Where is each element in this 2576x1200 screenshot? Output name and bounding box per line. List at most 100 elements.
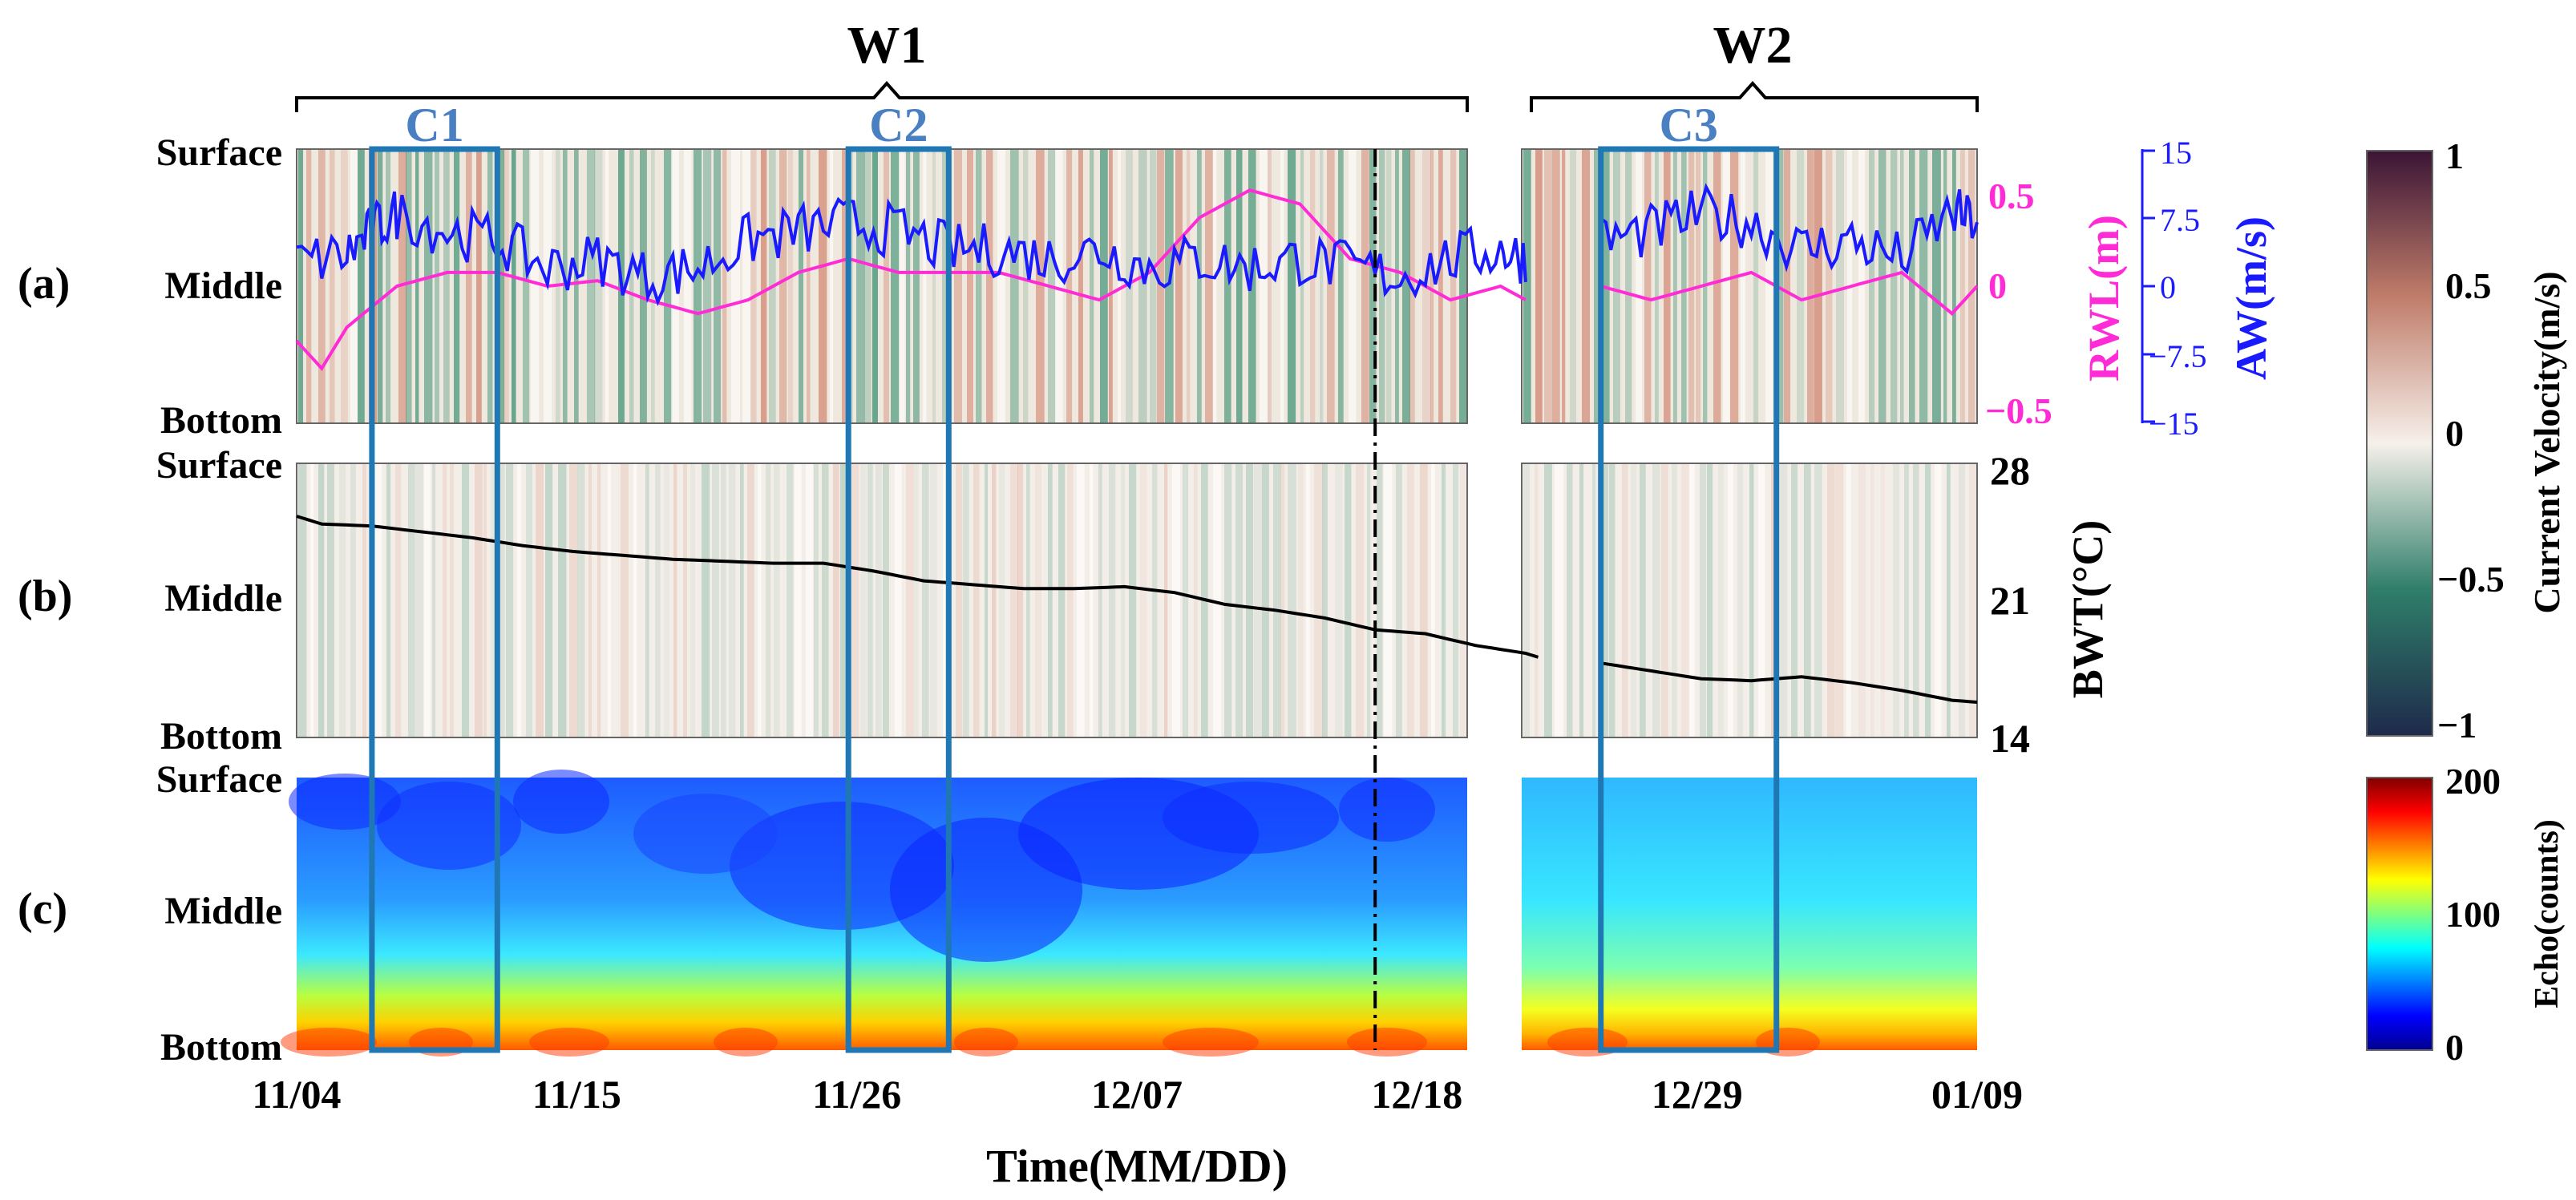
panel-c-label: (c) — [18, 884, 67, 934]
stripes-b-stripe-20 — [498, 464, 505, 737]
stripes-a-stripe-135 — [1688, 150, 1695, 422]
stripes-b-stripe-134 — [1681, 464, 1689, 737]
stripes-a-stripe-34 — [640, 150, 647, 422]
bwt-tick-0: 28 — [1990, 448, 2030, 493]
stripes-b-stripe-6 — [362, 464, 367, 737]
stripes-a-stripe-163 — [1968, 150, 1975, 422]
stripes-b-stripe-44 — [740, 464, 744, 737]
stripes-b-stripe-88 — [1164, 464, 1168, 737]
stripes-b-stripe-156 — [1913, 464, 1919, 737]
stripes-b-stripe-39 — [690, 464, 695, 737]
echo-tick-2: 0 — [2445, 1027, 2464, 1068]
stripes-b-stripe-10 — [408, 464, 415, 737]
stripes-b-stripe-34 — [645, 464, 649, 737]
aw-tick-3: −7.5 — [2149, 338, 2207, 374]
panel-a-middle-label: Middle — [164, 265, 282, 307]
stripes-b-stripe-153 — [1881, 464, 1885, 737]
rwl-tick-0: 0.5 — [1988, 176, 2035, 216]
stripes-a-stripe-74 — [1036, 150, 1045, 422]
stripes-a-stripe-64 — [923, 150, 927, 422]
stripes-a-stripe-20 — [496, 150, 505, 422]
stripes-a-stripe-41 — [714, 150, 722, 422]
stripes-b-stripe-49 — [787, 464, 794, 737]
stripes-b-stripe-120 — [1535, 464, 1539, 737]
stripes-b-stripe-47 — [766, 464, 771, 737]
stripes-a-stripe-0 — [298, 150, 304, 422]
stripes-a-stripe-156 — [1900, 150, 1904, 422]
stripes-a-stripe-152 — [1858, 150, 1865, 422]
stripes-b-stripe-91 — [1194, 464, 1198, 737]
stripes-b-stripe-35 — [655, 464, 661, 737]
x-tick-6: 01/09 — [1931, 1072, 2023, 1117]
stripes-b-stripe-61 — [895, 464, 902, 737]
rwl-tick-2: −0.5 — [1985, 390, 2052, 431]
stripes-b-stripe-101 — [1288, 464, 1296, 737]
stripes-b-stripe-76 — [1035, 464, 1041, 737]
stripes-a-stripe-91 — [1205, 150, 1213, 422]
stripes-b-stripe-42 — [721, 464, 726, 737]
stripes-b-stripe-22 — [517, 464, 522, 737]
echo-blob-8 — [633, 794, 778, 874]
stripes-b-stripe-82 — [1098, 464, 1102, 737]
stripes-a-stripe-43 — [731, 150, 740, 422]
aw-tick-4: −15 — [2149, 406, 2199, 442]
stripes-b-stripe-119 — [1523, 464, 1530, 737]
case-box-c3 — [1598, 146, 1780, 1053]
stripes-a-stripe-108 — [1379, 150, 1385, 422]
stripes-a-stripe-56 — [856, 150, 865, 422]
stripes-a-stripe-89 — [1187, 150, 1191, 422]
stripes-b-stripe-50 — [795, 464, 802, 737]
stripes-a-stripe-71 — [997, 150, 1005, 422]
stripes-a-stripe-33 — [629, 150, 634, 422]
stripes-b-stripe-41 — [712, 464, 719, 737]
stripes-a-stripe-117 — [1459, 150, 1468, 422]
stripes-a-stripe-68 — [967, 150, 974, 422]
stripes-b-stripe-149 — [1835, 464, 1844, 737]
stripes-b-stripe-33 — [633, 464, 637, 737]
stripes-a-stripe-12 — [415, 150, 419, 422]
bwt-axis: 28 21 14 BWT(°C) — [1990, 448, 2112, 761]
velocity-tick-2: 0 — [2445, 413, 2464, 454]
stripes-b-stripe-104 — [1314, 464, 1323, 737]
echo-tick-1: 100 — [2445, 894, 2501, 935]
panel-b-y-labels: Surface Middle Bottom (b) — [18, 444, 282, 758]
stripes-b-stripe-79 — [1067, 464, 1074, 737]
stripes-a-stripe-148 — [1814, 150, 1822, 422]
stripes-b-stripe-93 — [1213, 464, 1221, 737]
stripes-a-stripe-107 — [1369, 150, 1377, 422]
echo-hotspot-6 — [1347, 1028, 1427, 1057]
stripes-a-stripe-52 — [819, 150, 827, 422]
aw-axis: 15 7.5 0 −7.5 −15 AW(m/s) — [2141, 135, 2275, 442]
bwt-tick-2: 14 — [1990, 716, 2030, 761]
stripes-b-stripe-85 — [1129, 464, 1137, 737]
stripes-a-stripe-149 — [1826, 150, 1833, 422]
echo-hotspot-0 — [281, 1028, 377, 1057]
rwl-line-w1 — [295, 188, 1527, 371]
stripes-a-stripe-81 — [1109, 150, 1113, 422]
rwl-line-w2 — [1600, 270, 1979, 316]
panel-c-bottom-label: Bottom — [160, 1026, 282, 1069]
stripes-a-stripe-119 — [1535, 150, 1543, 422]
stripes-a-stripe-155 — [1891, 150, 1898, 422]
stripes-a-stripe-15 — [443, 150, 450, 422]
velocity-tick-4: −1 — [2437, 705, 2477, 745]
stripes-b-stripe-40 — [702, 464, 710, 737]
stripes-a-stripe-106 — [1361, 150, 1369, 422]
stripes-a-stripe-158 — [1919, 150, 1928, 422]
bwt-axis-label: BWT(°C) — [2064, 520, 2112, 699]
stripes-b-stripe-12 — [424, 464, 431, 737]
stripes-b-stripe-58 — [867, 464, 873, 737]
stripes-a-stripe-130 — [1644, 150, 1652, 422]
stripes-b-stripe-139 — [1728, 464, 1734, 737]
stripes-b-stripe-94 — [1224, 464, 1232, 737]
stripes-b-stripe-54 — [833, 464, 839, 737]
panel-a-velocity-field-w2 — [1522, 149, 1977, 423]
stripes-b-stripe-147 — [1814, 464, 1822, 737]
stripes-b-stripe-16 — [462, 464, 470, 737]
stripes-b-stripe-113 — [1407, 464, 1414, 737]
stripes-a-stripe-134 — [1681, 150, 1687, 422]
stripes-b-stripe-86 — [1140, 464, 1147, 737]
stripes-b-stripe-107 — [1345, 464, 1352, 737]
stripes-b-stripe-115 — [1431, 464, 1435, 737]
stripes-b-stripe-55 — [840, 464, 847, 737]
